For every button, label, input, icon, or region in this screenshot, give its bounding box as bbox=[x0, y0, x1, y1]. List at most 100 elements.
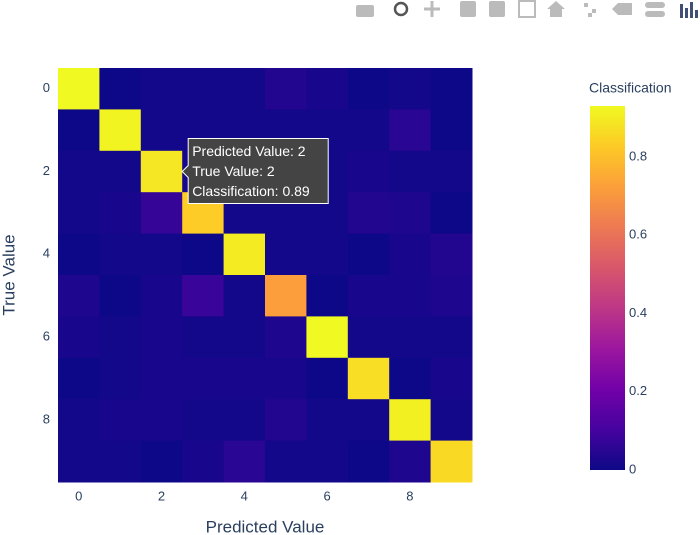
heatmap-cell bbox=[430, 357, 473, 400]
heatmap-cell bbox=[347, 192, 390, 235]
heatmap-cell bbox=[182, 233, 225, 276]
hover-compare-button[interactable] bbox=[645, 11, 665, 17]
y-tick-label: 2 bbox=[43, 163, 50, 178]
reset-button[interactable] bbox=[547, 1, 565, 17]
heatmap-cell bbox=[140, 357, 183, 400]
heatmap-cell bbox=[389, 399, 432, 442]
heatmap-cell bbox=[58, 150, 100, 193]
heatmap-cell bbox=[430, 440, 473, 483]
colorbar-tick-label: 0.2 bbox=[629, 383, 647, 398]
heatmap-cell bbox=[99, 275, 142, 317]
autoscale-button[interactable] bbox=[518, 0, 536, 18]
heatmap-cell bbox=[99, 440, 142, 483]
heatmap-cell bbox=[430, 233, 473, 276]
hover-closest-button[interactable] bbox=[612, 3, 632, 15]
heatmap-cell bbox=[58, 440, 100, 483]
x-tick-label: 8 bbox=[406, 488, 413, 503]
heatmap-cell bbox=[58, 399, 100, 442]
heatmap-cell bbox=[265, 316, 307, 359]
heatmap-cell bbox=[140, 233, 183, 276]
heatmap-cell bbox=[58, 68, 100, 110]
heatmap-cell bbox=[389, 150, 432, 193]
heatmap-cell bbox=[389, 68, 432, 110]
heatmap-cell bbox=[430, 275, 473, 317]
zoom-out-button[interactable] bbox=[489, 1, 505, 17]
heatmap-cell bbox=[182, 316, 225, 359]
heatmap-cell bbox=[265, 399, 307, 442]
pan-button[interactable] bbox=[424, 1, 440, 17]
heatmap-cell bbox=[430, 399, 473, 442]
colorbar-tick-label: 0.4 bbox=[629, 305, 647, 320]
heatmap-cell bbox=[306, 68, 349, 110]
heatmap-cell bbox=[347, 275, 390, 317]
heatmap-cell bbox=[306, 357, 349, 400]
heatmap-cell bbox=[58, 316, 100, 359]
heatmap-cell bbox=[347, 68, 390, 110]
heatmap-cell bbox=[140, 399, 183, 442]
heatmap-cell bbox=[265, 357, 307, 400]
x-tick-label: 4 bbox=[241, 488, 248, 503]
heatmap-cell bbox=[140, 192, 183, 235]
heatmap-cell bbox=[389, 233, 432, 276]
heatmap-cell bbox=[389, 316, 432, 359]
heatmap-cell bbox=[99, 192, 142, 235]
heatmap-cell bbox=[265, 68, 307, 110]
y-tick-label: 8 bbox=[43, 411, 50, 426]
tooltip-line: Predicted Value: 2 bbox=[192, 143, 306, 159]
x-tick-label: 0 bbox=[75, 488, 82, 503]
y-tick-label: 4 bbox=[43, 246, 50, 261]
heatmap-cell bbox=[99, 399, 142, 442]
heatmap-cell bbox=[140, 275, 183, 317]
x-tick-label: 2 bbox=[158, 488, 165, 503]
heatmap-cell bbox=[347, 399, 390, 442]
heatmap-cell bbox=[265, 275, 307, 317]
heatmap-cell bbox=[265, 440, 307, 483]
heatmap-cell bbox=[223, 440, 266, 483]
heatmap-cell bbox=[99, 233, 142, 276]
tooltip-line: True Value: 2 bbox=[192, 163, 275, 179]
heatmap-cell bbox=[347, 109, 390, 152]
heatmap-cell bbox=[430, 109, 473, 152]
heatmap-cell bbox=[389, 275, 432, 317]
zoom-button[interactable] bbox=[393, 1, 409, 17]
heatmap-cell bbox=[389, 192, 432, 235]
heatmap-cell bbox=[306, 316, 349, 359]
heatmap-cell bbox=[140, 68, 183, 110]
heatmap-cell bbox=[389, 440, 432, 483]
zoom-in-button[interactable] bbox=[460, 1, 476, 17]
spike-button[interactable] bbox=[584, 3, 596, 17]
heatmap-cell bbox=[58, 109, 100, 152]
heatmap-cell bbox=[430, 68, 473, 110]
colorbar-tick-label: 0 bbox=[629, 461, 636, 476]
heatmap-cell bbox=[389, 357, 432, 400]
camera-button[interactable] bbox=[356, 5, 374, 17]
heatmap-cell bbox=[182, 357, 225, 400]
hover-compare-button[interactable] bbox=[645, 2, 665, 8]
heatmap-cell bbox=[430, 316, 473, 359]
heatmap-cell bbox=[140, 109, 183, 152]
heatmap-cell bbox=[58, 357, 100, 400]
y-tick-label: 0 bbox=[43, 80, 50, 95]
x-axis-title: Predicted Value bbox=[206, 517, 325, 535]
tooltip-box bbox=[181, 138, 329, 204]
heatmap-cell bbox=[182, 440, 225, 483]
heatmap-cell bbox=[99, 357, 142, 400]
heatmap-cell bbox=[306, 399, 349, 442]
plotly-logo[interactable] bbox=[680, 2, 698, 18]
heatmap-cell bbox=[347, 440, 390, 483]
heatmap-cell bbox=[347, 233, 390, 276]
colorbar-title: Classification bbox=[589, 80, 671, 96]
hover-tooltip: Predicted Value: 2 True Value: 2 Classific… bbox=[181, 138, 329, 204]
heatmap-cell bbox=[306, 440, 349, 483]
heatmap-cell bbox=[347, 357, 390, 400]
toolbar bbox=[356, 0, 698, 18]
heatmap-cell bbox=[223, 68, 266, 110]
heatmap-cell bbox=[223, 399, 266, 442]
heatmap-cell bbox=[389, 109, 432, 152]
heatmap-cell bbox=[223, 357, 266, 400]
heatmap-cell bbox=[140, 150, 183, 193]
heatmap-cell bbox=[99, 150, 142, 193]
heatmap-cell bbox=[140, 316, 183, 359]
heatmap-cell bbox=[99, 316, 142, 359]
